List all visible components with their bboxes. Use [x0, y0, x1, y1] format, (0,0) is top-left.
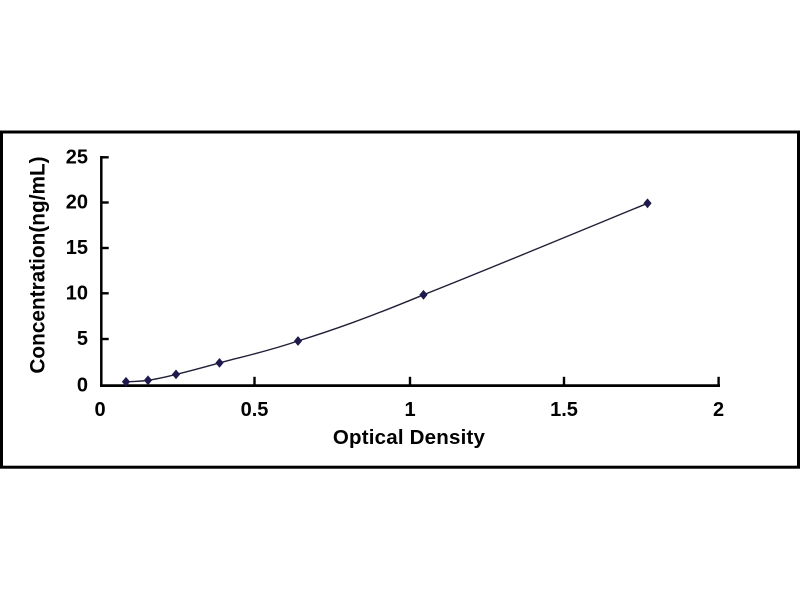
svg-text:Optical Density: Optical Density — [333, 426, 486, 449]
svg-text:10: 10 — [66, 282, 88, 304]
svg-text:0: 0 — [77, 375, 88, 397]
svg-text:15: 15 — [66, 237, 88, 259]
svg-text:5: 5 — [77, 328, 88, 350]
svg-text:25: 25 — [66, 146, 88, 168]
svg-text:Concentration(ng/mL): Concentration(ng/mL) — [27, 156, 50, 373]
svg-text:0.5: 0.5 — [241, 399, 269, 421]
svg-text:20: 20 — [66, 192, 88, 214]
svg-text:1: 1 — [404, 399, 415, 421]
svg-text:1.5: 1.5 — [550, 399, 578, 421]
svg-text:2: 2 — [713, 399, 724, 421]
svg-text:0: 0 — [94, 399, 105, 421]
